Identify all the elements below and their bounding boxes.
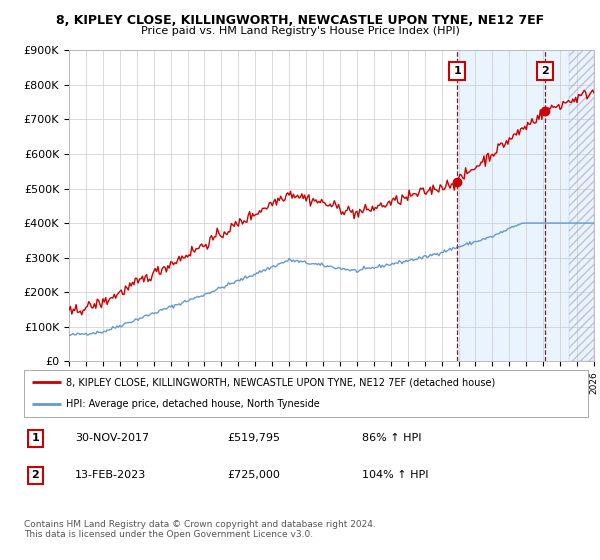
Text: 2: 2 [541, 66, 549, 76]
Text: 30-NOV-2017: 30-NOV-2017 [75, 433, 149, 444]
Text: 86% ↑ HPI: 86% ↑ HPI [362, 433, 422, 444]
Text: Contains HM Land Registry data © Crown copyright and database right 2024.
This d: Contains HM Land Registry data © Crown c… [24, 520, 376, 539]
Text: 1: 1 [31, 433, 39, 444]
Text: £519,795: £519,795 [227, 433, 280, 444]
Text: 8, KIPLEY CLOSE, KILLINGWORTH, NEWCASTLE UPON TYNE, NE12 7EF: 8, KIPLEY CLOSE, KILLINGWORTH, NEWCASTLE… [56, 14, 544, 27]
Text: £725,000: £725,000 [227, 470, 280, 480]
Text: Price paid vs. HM Land Registry's House Price Index (HPI): Price paid vs. HM Land Registry's House … [140, 26, 460, 36]
Text: 8, KIPLEY CLOSE, KILLINGWORTH, NEWCASTLE UPON TYNE, NE12 7EF (detached house): 8, KIPLEY CLOSE, KILLINGWORTH, NEWCASTLE… [66, 377, 496, 388]
Text: 2: 2 [31, 470, 39, 480]
Text: HPI: Average price, detached house, North Tyneside: HPI: Average price, detached house, Nort… [66, 399, 320, 409]
Text: 104% ↑ HPI: 104% ↑ HPI [362, 470, 429, 480]
Bar [457, 50, 594, 361]
Bar [569, 50, 594, 361]
Text: 13-FEB-2023: 13-FEB-2023 [75, 470, 146, 480]
Text: 1: 1 [453, 66, 461, 76]
